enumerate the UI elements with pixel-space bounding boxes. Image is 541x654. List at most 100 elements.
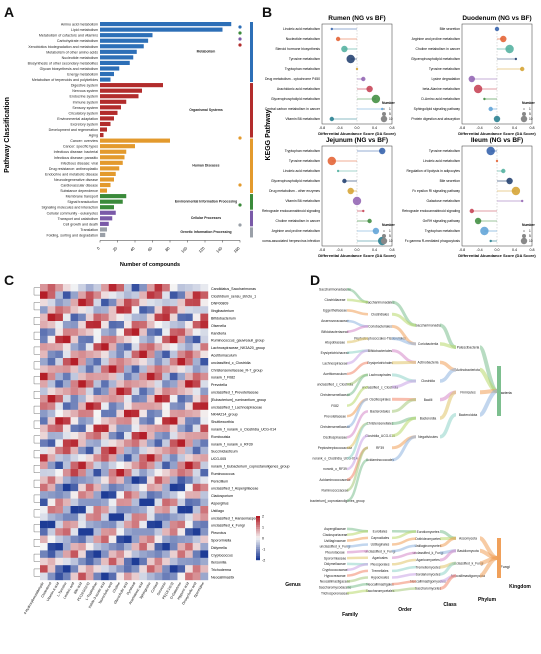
heatmap-cell: [200, 313, 209, 322]
heatmap-cell: [169, 432, 178, 440]
x-tick-label: 100: [180, 245, 189, 254]
heatmap-cell: [70, 284, 79, 292]
family-label: Christensenellaceae: [320, 393, 350, 397]
heatmap-cell: [62, 520, 71, 529]
heatmap-cell: [101, 557, 109, 566]
heatmap-cell: [78, 565, 87, 573]
heatmap-cell: [177, 446, 186, 455]
sankey-flow: [439, 549, 457, 562]
heatmap-cell: [185, 446, 193, 455]
family-label: Ruminococcaceae: [321, 488, 348, 492]
sankey-flow: [391, 572, 417, 579]
heatmap-cell: [192, 402, 201, 410]
heatmap-cell: [200, 572, 209, 581]
heatmap-cell: [70, 461, 79, 470]
heatmap-cell: [116, 380, 125, 388]
heatmap-cell: [146, 557, 155, 566]
category-label: Cancer: specific types: [63, 145, 98, 149]
heatmap-cell: [131, 409, 140, 418]
dot: [505, 44, 514, 54]
heatmap-cell: [93, 513, 102, 521]
heatmap-cell: [116, 387, 125, 396]
heatmap-cell: [124, 380, 132, 388]
row-label: [Eubacterium]_ruminantium_group: [211, 398, 266, 402]
sankey-flow: [346, 410, 369, 439]
x-tick-label: 0.4: [512, 126, 517, 130]
heatmap-cell: [177, 469, 186, 477]
heatmap-cell: [55, 520, 64, 529]
heatmap-cell: [70, 528, 79, 536]
heatmap-cell: [131, 491, 140, 499]
heatmap-cell: [62, 321, 71, 329]
heatmap-cell: [154, 395, 163, 403]
heatmap-cell: [116, 395, 125, 403]
heatmap-cell: [139, 365, 148, 373]
heatmap-cell: [55, 417, 64, 425]
heatmap-cell: [162, 365, 171, 373]
heatmap-cell: [162, 439, 171, 447]
x-tick-label: 0.4: [512, 248, 517, 252]
bar: [100, 116, 114, 121]
phylum-label: Basidiomycota: [457, 549, 479, 553]
heatmap-cell: [200, 439, 209, 447]
heatmap-cell: [139, 335, 148, 344]
heatmap-cell: [85, 572, 94, 581]
heatmap-cell: [185, 520, 193, 529]
heatmap-cell: [192, 380, 201, 388]
category-label: Metabolism of other amino acids: [46, 50, 98, 54]
colorbar-segment: [256, 531, 260, 534]
heatmap-cell: [146, 321, 155, 329]
heatmap-cell: [124, 284, 132, 292]
heatmap-cell: [162, 313, 171, 322]
heatmap-cell: [55, 513, 64, 521]
heatmap-cell: [192, 513, 201, 521]
heatmap-cell: [62, 380, 71, 388]
x-tick-label: 0.4: [372, 126, 377, 130]
heatmap-cell: [55, 321, 64, 329]
heatmap-cell: [55, 343, 64, 351]
heatmap-cell: [154, 343, 163, 351]
heatmap-cell: [62, 439, 71, 447]
heatmap-cell: [62, 358, 71, 366]
heatmap-cell: [93, 343, 102, 351]
heatmap-cell: [154, 372, 163, 381]
heatmap-cell: [101, 550, 109, 558]
heatmap-cell: [108, 520, 117, 529]
heatmap-cell: [139, 557, 148, 566]
heatmap-cell: [116, 520, 125, 529]
heatmap-cell: [101, 572, 109, 581]
heatmap-cell: [169, 491, 178, 499]
sankey-flow: [391, 530, 417, 540]
heatmap-cell: [162, 432, 171, 440]
class-label: Saccharomycetes: [415, 587, 442, 591]
sankey-flow: [391, 558, 417, 566]
heatmap-cell: [108, 321, 117, 329]
column-label: Cortisol: [150, 581, 159, 593]
heatmap-cell: [177, 328, 186, 336]
row-label: NK4A214_group: [211, 413, 238, 417]
heatmap-cell: [55, 550, 64, 558]
heatmap-cell: [192, 469, 201, 477]
heatmap-cell: [108, 298, 117, 307]
heatmap-cell: [154, 439, 163, 447]
heatmap-cell: [116, 306, 125, 314]
heatmap-cell: [62, 372, 71, 381]
heatmap-cell: [139, 572, 148, 581]
sankey-flow: [346, 569, 369, 577]
x-tick-label: -0.8: [459, 248, 465, 252]
heatmap-cell: [78, 469, 87, 477]
heatmap-cell: [154, 476, 163, 484]
heatmap-cell: [154, 306, 163, 314]
heatmap-cell: [154, 432, 163, 440]
heatmap-cell: [47, 557, 56, 566]
heatmap-cell: [108, 380, 117, 388]
heatmap-cell: [108, 306, 117, 314]
colorbar-segment: [256, 542, 260, 545]
group-bracket: [250, 227, 253, 238]
dot: [474, 217, 482, 225]
heatmap-cell: [93, 550, 102, 558]
heatmap-cell: [200, 520, 209, 529]
heatmap-cell: [47, 543, 56, 551]
category-label: Energy metabolism: [67, 73, 98, 77]
legend-value: 10: [389, 117, 393, 121]
